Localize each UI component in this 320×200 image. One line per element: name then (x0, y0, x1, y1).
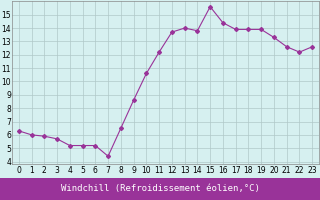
Text: Windchill (Refroidissement éolien,°C): Windchill (Refroidissement éolien,°C) (60, 184, 260, 194)
